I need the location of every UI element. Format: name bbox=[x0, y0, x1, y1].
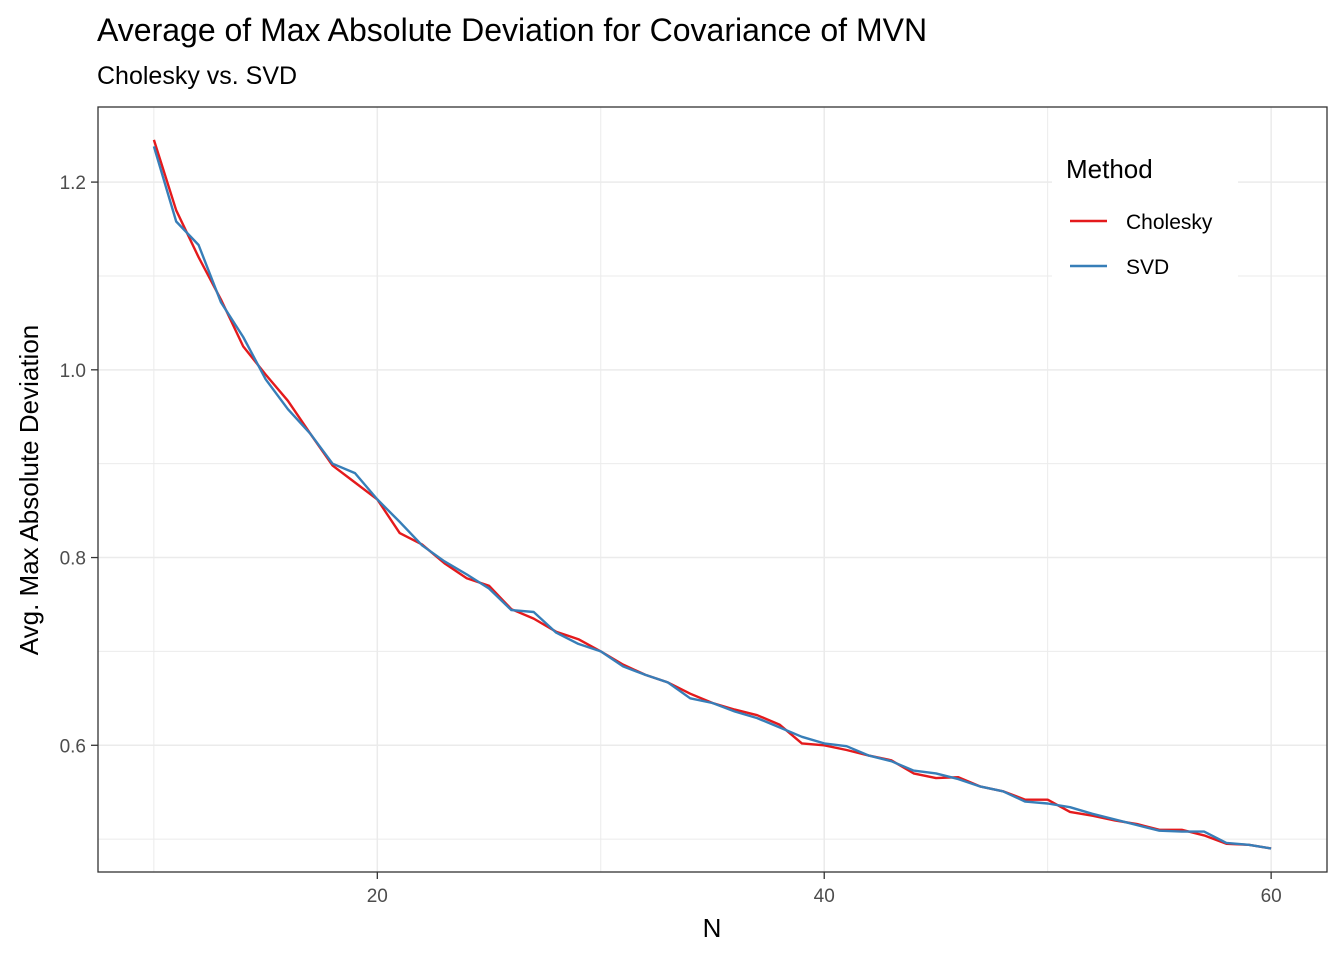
y-tick-label: 1.2 bbox=[60, 173, 86, 194]
y-axis-title: Avg. Max Absolute Deviation bbox=[14, 325, 44, 655]
x-axis-title: N bbox=[703, 913, 722, 943]
x-axis: 20 40 60 bbox=[367, 872, 1282, 907]
y-tick-label: 0.8 bbox=[60, 549, 86, 570]
grid-major bbox=[98, 107, 1327, 872]
chart-title: Average of Max Absolute Deviation for Co… bbox=[97, 12, 927, 48]
x-tick-label: 40 bbox=[814, 886, 835, 907]
chart-subtitle: Cholesky vs. SVD bbox=[97, 62, 297, 90]
series-line-svd bbox=[152, 146, 1272, 850]
legend-label-cholesky: Cholesky bbox=[1126, 211, 1213, 234]
y-tick-label: 1.0 bbox=[60, 361, 86, 382]
x-tick-label: 60 bbox=[1261, 886, 1282, 907]
legend-title: Method bbox=[1066, 154, 1153, 184]
y-tick-label: 0.6 bbox=[60, 736, 86, 757]
y-axis: 0.6 0.8 1.0 1.2 bbox=[60, 173, 98, 757]
plot-border bbox=[97, 106, 1328, 873]
legend: Method Cholesky SVD bbox=[1052, 147, 1238, 279]
series-lines bbox=[152, 139, 1272, 850]
legend-background bbox=[1052, 147, 1238, 277]
legend-label-svd: SVD bbox=[1126, 256, 1169, 279]
x-tick-label: 20 bbox=[367, 886, 388, 907]
